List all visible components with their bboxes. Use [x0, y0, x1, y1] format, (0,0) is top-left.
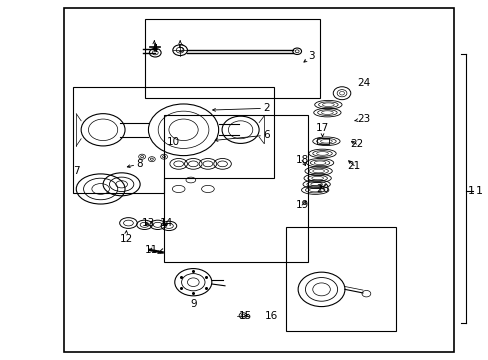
Text: 2: 2: [212, 103, 269, 113]
Text: 18: 18: [295, 155, 308, 166]
Text: 12: 12: [119, 231, 132, 244]
Bar: [285, 226, 395, 330]
Text: 24: 24: [357, 78, 370, 88]
Text: 22: 22: [349, 139, 363, 149]
Text: 13: 13: [141, 218, 154, 228]
Text: 20: 20: [315, 184, 328, 194]
Text: 8: 8: [127, 159, 142, 169]
Text: 7: 7: [73, 166, 80, 176]
Text: 5: 5: [177, 41, 183, 54]
Text: 15: 15: [238, 311, 252, 320]
Text: 23: 23: [354, 114, 370, 124]
Text: 4: 4: [151, 41, 157, 54]
Text: 21: 21: [347, 161, 360, 171]
Text: 17: 17: [315, 123, 328, 136]
Text: 14: 14: [160, 218, 173, 228]
Bar: [163, 116, 307, 262]
Text: 6: 6: [215, 130, 269, 141]
Text: 1: 1: [467, 186, 474, 196]
Text: 11: 11: [145, 245, 161, 255]
Bar: [316, 138, 328, 144]
Text: 9: 9: [190, 299, 196, 309]
Text: 10: 10: [167, 138, 180, 147]
Bar: [144, 19, 320, 98]
Text: 3: 3: [303, 51, 314, 62]
Text: 19: 19: [295, 200, 308, 210]
Bar: [64, 8, 453, 352]
Text: 1: 1: [475, 186, 482, 196]
Text: 16: 16: [264, 311, 277, 320]
